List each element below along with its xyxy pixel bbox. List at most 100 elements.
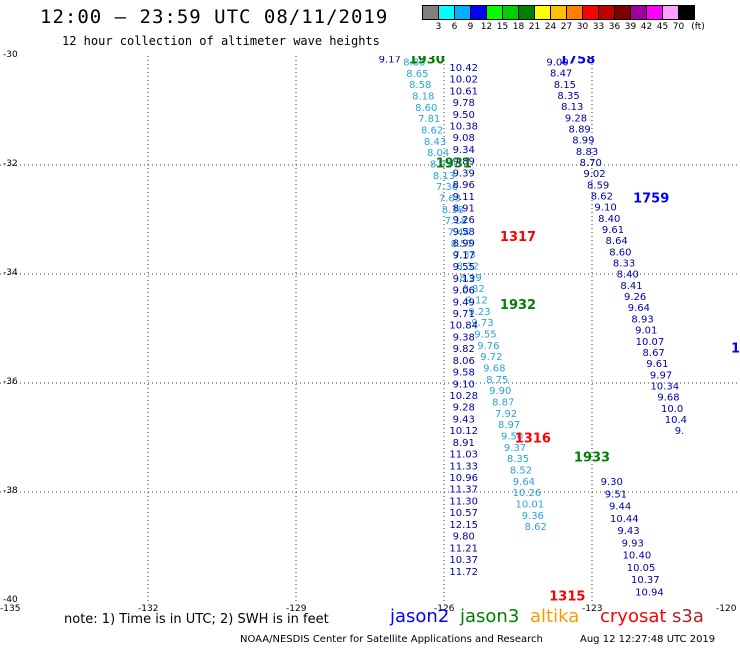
color-scale-swatch: [422, 5, 439, 20]
wave-height-value: 7.92: [495, 409, 517, 420]
longitude-label: -120: [716, 604, 737, 614]
wave-height-value: 8.60: [415, 103, 437, 114]
wave-height-value: 8.57: [451, 239, 473, 250]
wave-height-value: 8.97: [498, 420, 520, 431]
wave-height-value: 8.70: [580, 158, 602, 169]
color-scale-swatch: [598, 5, 615, 20]
color-scale-swatch: [454, 5, 471, 20]
wave-height-value: 8.65: [406, 69, 428, 80]
pass-time-label: 1317: [500, 230, 536, 245]
wave-height-value: 8.41: [620, 281, 642, 292]
wave-height-value: 10.37: [631, 575, 660, 586]
generated-timestamp: Aug 12 12:27:48 UTC 2019: [580, 634, 716, 645]
wave-height-value: 9.44: [609, 502, 631, 513]
wave-height-value: 10.12: [449, 426, 478, 437]
wave-height-value: 9.10: [594, 203, 616, 214]
wave-height-value: 9.58: [453, 227, 475, 238]
wave-height-value: 8.58: [409, 80, 431, 91]
wave-height-value: 8.13: [433, 171, 455, 182]
wave-height-value: 9.28: [565, 113, 587, 124]
wave-height-value: 9.55: [453, 262, 475, 273]
color-scale-label: 3: [435, 22, 442, 32]
color-scale-label: 39: [624, 22, 637, 32]
wave-height-value: 8.15: [554, 80, 576, 91]
color-scale-swatch: [438, 5, 455, 20]
pass-time-label: 1931: [436, 156, 472, 171]
wave-height-value: 9.90: [489, 386, 511, 397]
wave-height-value: 8.91: [453, 204, 475, 215]
wave-height-value: 8.35: [557, 91, 579, 102]
wave-height-value: 8.82: [462, 284, 484, 295]
color-scale-swatch: [646, 5, 663, 20]
wave-height-value: 10.02: [449, 75, 478, 86]
wave-height-value: 8.67: [643, 348, 665, 359]
color-scale-swatch: [486, 5, 503, 20]
color-scale-swatch: [678, 5, 695, 20]
wave-height-value: 10.42: [449, 63, 478, 74]
wave-height-value: 9.38: [453, 332, 475, 343]
wave-height-value: 9.17: [453, 250, 475, 261]
wave-height-value: 8.64: [606, 236, 628, 247]
color-scale-swatch: [502, 5, 519, 20]
color-scale-swatch: [614, 5, 631, 20]
wave-height-value: 10.05: [627, 563, 656, 574]
wave-height-value: 9.61: [602, 225, 624, 236]
wave-height-value: 8.43: [424, 137, 446, 148]
color-scale-label: 45: [656, 22, 669, 32]
wave-height-value: 8.75: [486, 375, 508, 386]
map-subtitle: 12 hour collection of altimeter wave hei…: [62, 34, 380, 48]
wave-height-value: 7.63: [439, 193, 461, 204]
color-scale-label: 30: [576, 22, 589, 32]
wave-height-value: 9.71: [453, 309, 475, 320]
wave-height-value: 8.96: [453, 180, 475, 191]
color-scale-label: 15: [496, 22, 509, 32]
wave-height-value: 9.50: [501, 432, 523, 443]
wave-height-value: 8.99: [460, 273, 482, 284]
wave-height-value: 9.93: [622, 538, 644, 549]
wave-height-value: 9.30: [601, 477, 623, 488]
wave-height-value: 11.21: [449, 543, 478, 554]
pass-time-label: 1758: [559, 56, 595, 68]
wave-height-value: 7.44: [448, 227, 470, 238]
wave-height-value: 9.12: [465, 296, 487, 307]
wave-height-value: 10.94: [635, 587, 664, 598]
wave-height-value: 9.13: [453, 274, 475, 285]
wave-height-value: 8.60: [609, 247, 631, 258]
wave-height-value: 8.04: [427, 148, 449, 159]
wave-height-value: 7.18: [445, 216, 467, 227]
color-scale-label: 70: [672, 22, 685, 32]
color-scale: [422, 5, 695, 20]
latitude-label: -36: [3, 377, 18, 387]
pass-time-label: 1933: [574, 451, 610, 466]
wave-height-value: 10.57: [449, 508, 478, 519]
map-note: note: 1) Time is in UTC; 2) SWH is in fe…: [64, 612, 329, 627]
wave-height-value: 10.37: [449, 555, 478, 566]
longitude-label: -129: [286, 604, 307, 614]
wave-height-value: 11.72: [449, 567, 478, 578]
wave-height-value: 10.34: [650, 381, 679, 392]
wave-height-value: 9.43: [617, 526, 639, 537]
pass-time-label: 1315: [549, 590, 585, 601]
wave-height-value: 8.32: [457, 261, 479, 272]
wave-height-value: 9.64: [513, 477, 535, 488]
wave-height-value: 9.58: [453, 368, 475, 379]
map-plot-area: 8.858.658.588.188.607.818.628.438.048.22…: [0, 56, 740, 601]
color-scale-swatch: [534, 5, 551, 20]
wave-height-value: 8.59: [587, 180, 609, 191]
color-scale-swatch: [470, 5, 487, 20]
wave-height-value: 10.40: [623, 551, 652, 562]
wave-height-value: 9.82: [453, 344, 475, 355]
wave-height-value: 7.33: [454, 250, 476, 261]
wave-height-value: 9.26: [624, 292, 646, 303]
wave-height-value: 9.00: [546, 57, 568, 68]
wave-height-value: 10.44: [610, 514, 639, 525]
pass-time-label: 1930: [409, 56, 445, 68]
color-scale-label: 9: [467, 22, 474, 32]
legend-item-jason2: jason2: [390, 606, 450, 627]
latitude-label: -32: [3, 159, 18, 169]
wave-height-value: 10.96: [449, 473, 478, 484]
color-scale-label: 27: [560, 22, 573, 32]
longitude-label: -126: [434, 604, 455, 614]
color-scale-swatch: [662, 5, 679, 20]
